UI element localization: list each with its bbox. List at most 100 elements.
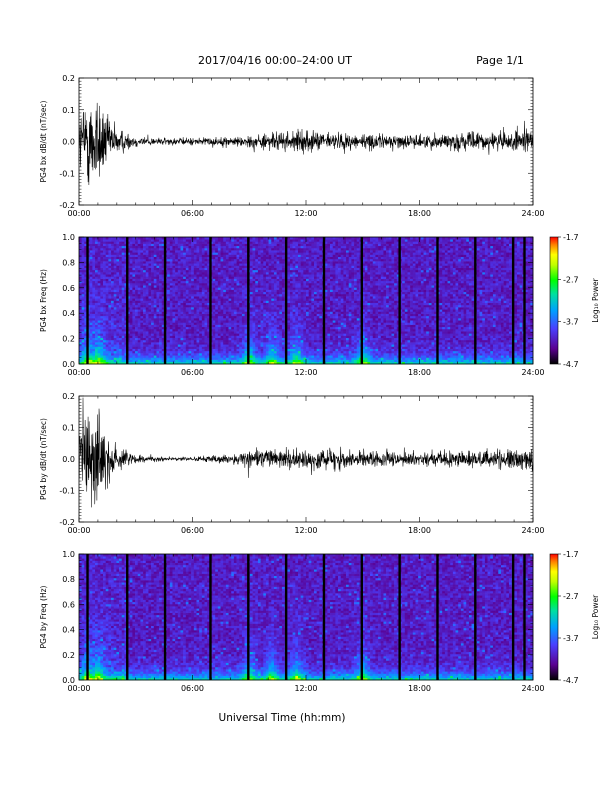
spectrogram-cell xyxy=(92,291,96,295)
spectrogram-cell xyxy=(204,357,208,360)
spectrogram-cell xyxy=(225,311,229,314)
spectrogram-cell xyxy=(97,307,101,310)
spectrogram-cell xyxy=(180,309,184,312)
spectrogram-cell xyxy=(137,289,141,293)
spectrogram-cell xyxy=(281,315,285,319)
spectrogram-cell xyxy=(148,335,152,339)
spectrogram-cell xyxy=(199,269,203,273)
spectrogram-cell xyxy=(84,298,88,301)
spectrogram-cell xyxy=(279,344,283,347)
spectrogram-cell xyxy=(153,261,157,264)
spectrogram-cell xyxy=(105,350,109,354)
spectrogram-cell xyxy=(188,261,192,264)
spectrogram-cell xyxy=(172,276,176,279)
spectrogram-cell xyxy=(132,353,136,356)
spectrogram-cell xyxy=(249,348,253,352)
spectrogram-cell xyxy=(153,256,157,260)
spectrogram-cell xyxy=(183,315,187,319)
spectrogram-cell xyxy=(159,333,163,336)
spectrogram-cell xyxy=(81,300,85,303)
spectrogram-cell xyxy=(196,276,200,279)
spectrogram-cell xyxy=(95,320,98,323)
spectrogram-cell xyxy=(185,342,189,345)
spectrogram-cell xyxy=(89,302,93,306)
spectrogram-cell xyxy=(220,344,224,347)
spectrogram-cell xyxy=(199,263,203,266)
spectrogram-cell xyxy=(204,278,208,282)
spectrogram-cell xyxy=(100,291,104,295)
spectrogram-cell xyxy=(111,344,115,347)
spectrogram-cell xyxy=(167,239,171,242)
spectrogram-cell xyxy=(252,278,256,282)
spectrogram-cell xyxy=(159,355,163,358)
spectrogram-cell xyxy=(113,322,117,325)
spectrogram-cell xyxy=(268,300,272,303)
spectrogram-cell xyxy=(124,355,128,358)
spectrogram-cell xyxy=(79,252,82,255)
spectrogram-cell xyxy=(100,346,104,349)
spectrogram-cell xyxy=(217,331,221,334)
spectrogram-cell xyxy=(252,241,256,244)
spectrogram-cell xyxy=(121,337,125,341)
spectrogram-cell xyxy=(223,315,227,319)
spectrogram-cell xyxy=(249,355,253,358)
spectrogram-cell xyxy=(143,289,147,293)
spectrogram-cell xyxy=(145,280,149,284)
spectrogram-cell xyxy=(132,311,136,314)
spectrogram-cell xyxy=(204,326,208,330)
spectrogram-cell xyxy=(273,328,277,332)
spectrogram-cell xyxy=(297,326,301,330)
spectrogram-cell xyxy=(297,243,301,247)
spectrogram-cell xyxy=(188,269,192,273)
spectrogram-cell xyxy=(172,239,176,242)
spectrogram-cell xyxy=(84,263,88,266)
spectrogram-cell xyxy=(223,265,227,268)
spectrogram-cell xyxy=(84,269,88,273)
spectrogram-cell xyxy=(183,252,187,255)
spectrogram-cell xyxy=(255,326,259,330)
spectrogram-cell xyxy=(113,250,117,253)
spectrogram-cell xyxy=(161,276,165,279)
spectrogram-cell xyxy=(185,313,189,317)
spectrogram-cell xyxy=(89,296,93,299)
spectrogram-cell xyxy=(84,348,88,352)
spectrogram-cell xyxy=(276,293,280,297)
spectrogram-cell xyxy=(276,309,280,312)
spectrogram-cell xyxy=(289,287,293,290)
spectrogram-cell xyxy=(100,258,104,262)
spectrogram-cell xyxy=(79,276,82,279)
spectrogram-cell xyxy=(129,357,133,360)
spectrogram-cell xyxy=(100,328,104,332)
spectrogram-cell xyxy=(100,245,104,249)
spectrogram-cell xyxy=(249,304,253,308)
spectrogram-cell xyxy=(257,272,261,275)
spectrogram-cell xyxy=(180,331,184,334)
spectrogram-cell xyxy=(92,285,96,288)
spectrogram-cell xyxy=(180,265,184,268)
spectrogram-cell xyxy=(196,313,200,317)
spectrogram-cell xyxy=(193,285,197,288)
spectrogram-cell xyxy=(225,353,229,356)
spectrogram-cell xyxy=(260,291,264,295)
spectrogram-cell xyxy=(289,276,293,279)
spectrogram-cell xyxy=(89,289,93,293)
spectrogram-cell xyxy=(204,261,208,264)
spectrogram-cell xyxy=(276,315,280,319)
spectrogram-cell xyxy=(289,263,293,266)
spectrogram-cell xyxy=(271,324,275,328)
spectrogram-cell xyxy=(119,274,123,277)
spectrogram-cell xyxy=(161,328,165,332)
spectrogram-cell xyxy=(151,350,155,354)
spectrogram-cell xyxy=(239,282,243,286)
spectrogram-cell xyxy=(255,309,259,312)
spectrogram-cell xyxy=(289,267,293,271)
spectrogram-cell xyxy=(257,309,261,312)
spectrogram-cell xyxy=(183,258,187,262)
spectrogram-cell xyxy=(244,337,248,341)
spectrogram-cell xyxy=(196,272,200,275)
spectrogram-cell xyxy=(223,328,227,332)
spectrogram-cell xyxy=(129,311,133,314)
spectrogram-cell xyxy=(95,250,98,253)
spectrogram-cell xyxy=(156,318,160,321)
spectrogram-cell xyxy=(137,243,141,247)
